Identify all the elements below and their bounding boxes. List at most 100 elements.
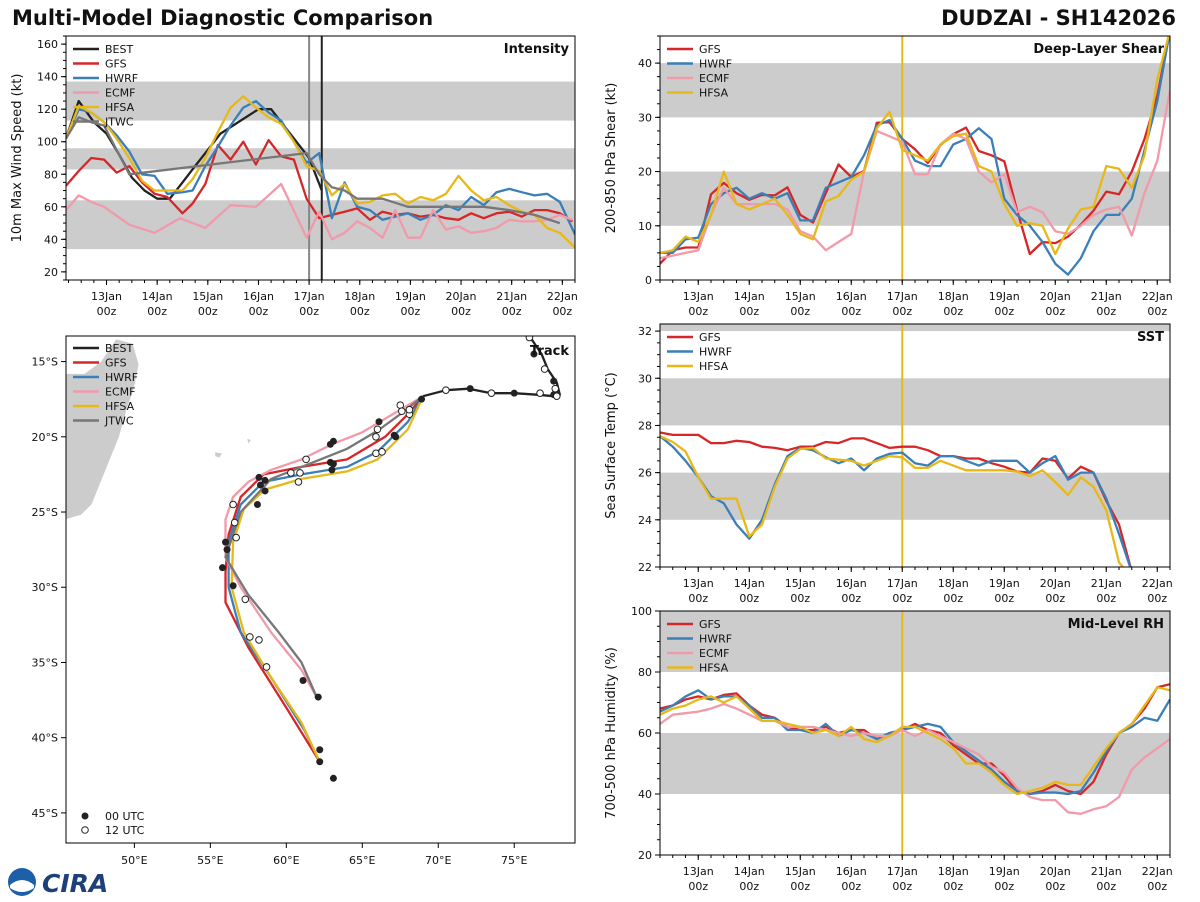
sst-xtick-hour: 00z	[892, 592, 912, 605]
rh-xtick-date: 19Jan	[989, 865, 1020, 878]
intensity-xtick-date: 19Jan	[395, 290, 426, 303]
track-marker-00utc	[530, 350, 538, 358]
track-legend-label-ecmf: ECMF	[105, 386, 135, 399]
track-marker-00utc	[326, 440, 334, 448]
sst-ylabel: Sea Surface Temp (°C)	[604, 372, 619, 519]
rh-xtick-hour: 00z	[841, 880, 861, 893]
intensity-xtick-hour: 00z	[97, 305, 117, 318]
shear-xtick-hour: 00z	[790, 305, 810, 318]
track-marker-00utc	[329, 774, 337, 782]
intensity-xtick-hour: 00z	[350, 305, 370, 318]
track-marker-12utc	[262, 663, 271, 671]
track-marker-12utc	[246, 633, 254, 641]
sst-xtick-date: 20Jan	[1040, 577, 1071, 590]
sst-xtick-date: 16Jan	[836, 577, 867, 590]
intensity-xtick-hour: 00z	[401, 305, 421, 318]
track-marker-00utc	[222, 538, 230, 546]
track-marker-12utc	[525, 336, 534, 342]
intensity-legend-label-best: BEST	[105, 43, 133, 56]
shear-xtick-hour: 00z	[1096, 305, 1116, 318]
track-marker-00utc	[375, 418, 383, 426]
sst-band-2	[660, 324, 1170, 332]
shear-xtick-date: 21Jan	[1091, 290, 1122, 303]
shear-ytick-label: 40	[638, 57, 652, 70]
track-marker-12utc	[302, 455, 310, 464]
track-marker-00utc	[328, 466, 336, 474]
sst-panel: 22 24 26 28 30 32 13Jan 00z 14Jan 00z 15Jan 00z 16Ja…	[604, 323, 1173, 605]
track-series-hfsa	[230, 395, 425, 763]
shear-legend-label-hwrf: HWRF	[699, 58, 732, 71]
intensity-ytick-label: 160	[37, 38, 58, 51]
shear-ytick-label: 20	[638, 166, 652, 179]
track-ytick-label: 35°S	[32, 656, 58, 669]
track-marker-12utc	[405, 405, 414, 414]
shear-xtick-date: 18Jan	[938, 290, 969, 303]
shear-xtick-date: 15Jan	[785, 290, 816, 303]
track-marker-00utc	[255, 473, 263, 481]
shear-xtick-hour: 00z	[994, 305, 1014, 318]
rh-band-0	[660, 733, 1170, 794]
rh-title: Mid-Level RH	[1068, 617, 1164, 632]
intensity-legend-label-gfs: GFS	[105, 58, 127, 71]
track-marker-12utc	[552, 392, 561, 400]
track-marker-00utc	[510, 389, 518, 397]
shear-xtick-hour: 00z	[739, 305, 759, 318]
track-marker-00utc	[256, 481, 264, 489]
shear-ylabel: 200-850 hPa Shear (kt)	[604, 83, 619, 234]
rh-xtick-hour: 00z	[943, 880, 963, 893]
shear-band-0	[660, 171, 1170, 226]
track-xtick-label: 75°E	[501, 854, 527, 867]
track-marker-00utc	[326, 458, 334, 466]
shear-xtick-hour: 00z	[1045, 305, 1065, 318]
shear-series-hfsa	[660, 36, 1170, 256]
track-xtick-label: 55°E	[197, 854, 223, 867]
intensity-xtick-date: 22Jan	[547, 290, 578, 303]
track-ytick-label: 45°S	[32, 807, 58, 820]
sst-xtick-date: 15Jan	[785, 577, 816, 590]
rh-xtick-date: 21Jan	[1091, 865, 1122, 878]
intensity-xtick-date: 17Jan	[294, 290, 325, 303]
cira-logo-text: CIRA	[42, 869, 108, 898]
shear-band-1	[660, 63, 1170, 118]
track-legend-label-best: BEST	[105, 342, 133, 355]
shear-series-ecmf	[660, 89, 1170, 260]
shear-xtick-date: 17Jan	[887, 290, 918, 303]
rh-legend-label-hfsa: HFSA	[699, 662, 729, 675]
sst-title: SST	[1137, 330, 1164, 345]
track-marker-12utc	[540, 365, 549, 373]
sst-xtick-hour: 00z	[1147, 592, 1167, 605]
intensity-xtick-date: 16Jan	[243, 290, 274, 303]
intensity-xtick-date: 20Jan	[446, 290, 477, 303]
rh-band-1	[660, 611, 1170, 672]
intensity-ytick-label: 120	[37, 103, 58, 116]
track-legend-label-hwrf: HWRF	[105, 371, 138, 384]
shear-ytick-label: 0	[645, 274, 652, 287]
track-frame	[65, 335, 576, 844]
shear-series-hwrf	[660, 36, 1170, 276]
track-marker-00utc	[261, 487, 269, 495]
sst-band-0	[660, 472, 1170, 520]
shear-legend-label-hfsa: HFSA	[699, 87, 729, 100]
track-marker-12utc	[241, 595, 250, 604]
rh-panel: 20 40 60 80 100 13Jan 00z 14Jan 00z 15Jan 00z 16Jan…	[604, 605, 1173, 893]
sst-xtick-date: 19Jan	[989, 577, 1020, 590]
track-marker-00utc	[316, 746, 324, 754]
shear-title: Deep-Layer Shear	[1033, 42, 1164, 57]
track-legend-marker-12utc	[81, 826, 89, 834]
rh-xtick-date: 16Jan	[836, 865, 867, 878]
track-panel: 50°E 55°E 60°E 65°E 70°E 75°E 15°S 20°S 25°S 30°S…	[32, 335, 576, 867]
shear-xtick-hour: 00z	[892, 305, 912, 318]
land-mass-2	[246, 437, 252, 446]
track-ytick-label: 25°S	[32, 506, 58, 519]
intensity-series-ecmf	[66, 182, 573, 241]
sst-xtick-date: 18Jan	[938, 577, 969, 590]
shear-legend-label-ecmf: ECMF	[699, 72, 729, 85]
intensity-xtick-hour: 00z	[249, 305, 269, 318]
track-series-jtwc	[224, 395, 424, 698]
track-marker-00utc	[314, 693, 322, 701]
shear-xtick-date: 22Jan	[1142, 290, 1173, 303]
track-marker-00utc	[418, 395, 426, 403]
cira-logo-graphic: CIRA	[8, 868, 108, 898]
rh-legend-label-ecmf: ECMF	[699, 647, 729, 660]
intensity-series-hwrf	[66, 99, 575, 235]
